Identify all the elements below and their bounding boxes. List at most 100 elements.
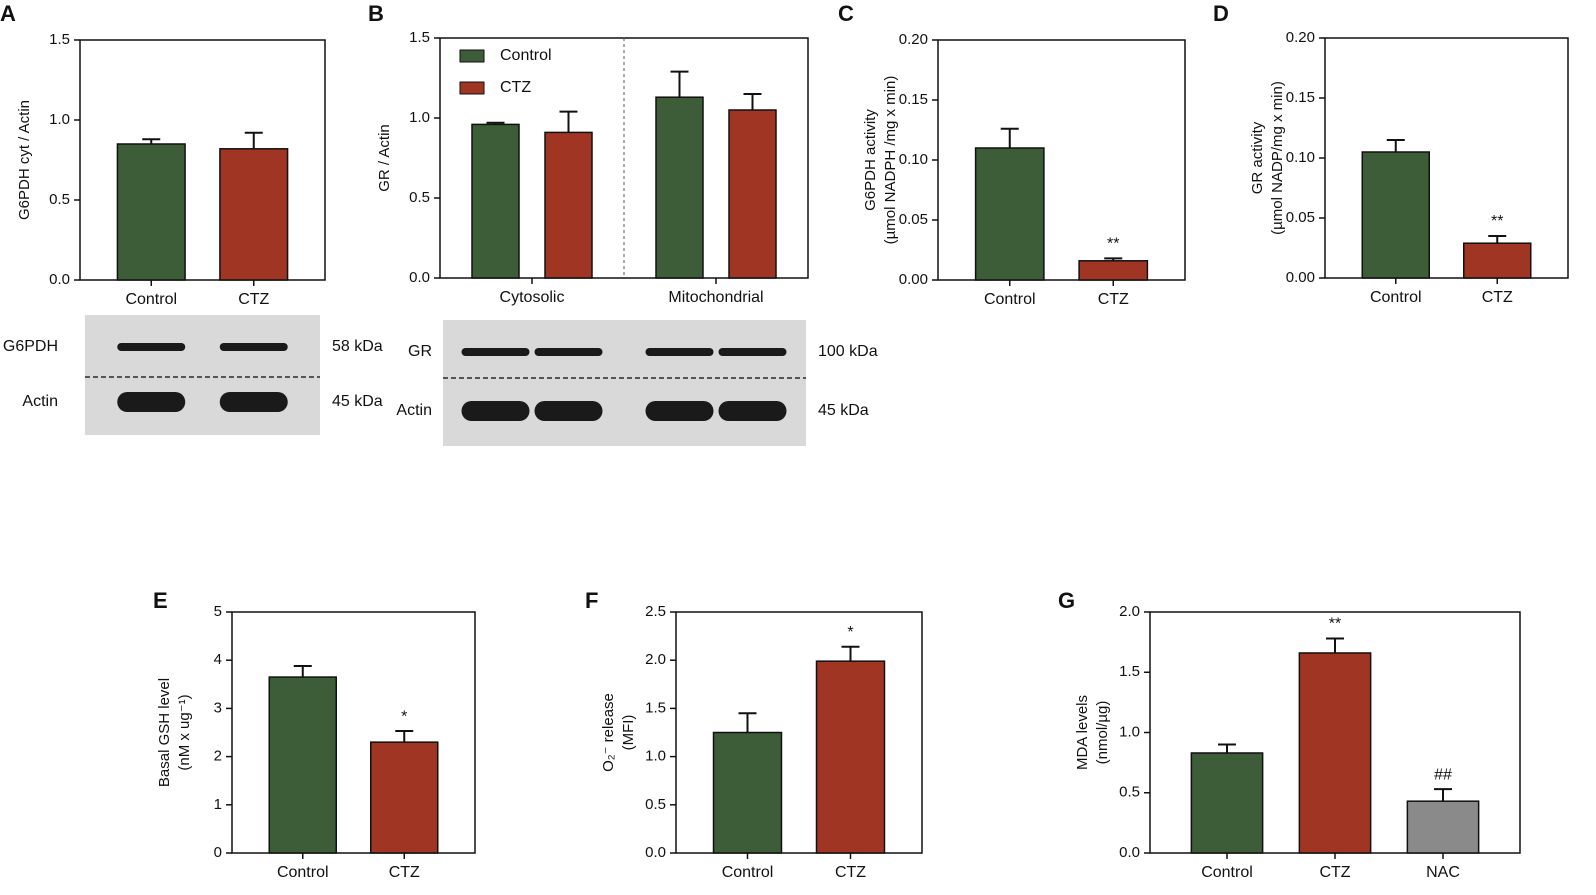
x-tick-label: Control	[984, 291, 1036, 308]
x-tick-label: Mitochondrial	[668, 289, 763, 306]
y-axis-label: MDA levels	[1074, 695, 1091, 770]
significance-label: ##	[1434, 766, 1452, 783]
panel-label: F	[585, 588, 598, 613]
y-tick-label: 3	[214, 699, 222, 716]
y-tick-label: 0.5	[645, 796, 666, 813]
y-axis-label: (µmol NADPH /mg x min)	[882, 76, 899, 245]
blot-size-label: 45 kDa	[332, 393, 383, 410]
blot-band	[219, 343, 288, 351]
significance-label: **	[1107, 236, 1119, 253]
y-tick-label: 0.5	[409, 189, 430, 206]
legend-swatch	[459, 49, 485, 63]
y-axis-label: GR / Actin	[376, 124, 393, 192]
y-tick-label: 0.05	[1286, 209, 1315, 226]
y-axis-label: (µmol NADP/mg x min)	[1269, 81, 1286, 235]
bar	[268, 676, 337, 854]
y-tick-label: 2.5	[645, 603, 666, 620]
y-tick-label: 0.0	[409, 269, 430, 286]
bar	[219, 148, 289, 281]
y-tick-label: 2.0	[1119, 603, 1140, 620]
blot-image	[85, 315, 320, 435]
y-tick-label: 2	[214, 748, 222, 765]
x-tick-label: Control	[1370, 289, 1422, 306]
y-tick-label: 1	[214, 796, 222, 813]
x-tick-label: CTZ	[835, 864, 866, 881]
blot-band	[645, 348, 714, 356]
x-tick-label: Control	[277, 864, 329, 881]
y-tick-label: 0.5	[49, 191, 70, 208]
bar	[1361, 151, 1430, 279]
blot-size-label: 100 kDa	[818, 343, 878, 360]
blot-band	[534, 401, 603, 421]
y-tick-label: 4	[214, 651, 222, 668]
bar	[370, 741, 439, 854]
y-tick-label: 0.0	[645, 844, 666, 861]
y-tick-label: 1.0	[1119, 723, 1140, 740]
y-tick-label: 0.00	[1286, 269, 1315, 286]
bar	[728, 109, 777, 279]
panel-label: E	[153, 588, 168, 613]
blot-row-label: Actin	[396, 402, 432, 419]
plot-frame	[231, 611, 476, 854]
panel-label: B	[368, 1, 384, 26]
blot-band	[117, 343, 186, 351]
y-tick-label: 2.0	[645, 651, 666, 668]
y-tick-label: 1.0	[409, 109, 430, 126]
significance-label: *	[401, 708, 407, 725]
blot-band	[461, 401, 530, 421]
y-tick-label: 1.5	[1119, 663, 1140, 680]
bar	[1078, 260, 1149, 281]
y-tick-label: 0.15	[1286, 89, 1315, 106]
x-tick-label: CTZ	[238, 291, 269, 308]
blot-band	[645, 401, 714, 421]
y-tick-label: 0.10	[899, 151, 928, 168]
y-tick-label: 1.0	[645, 748, 666, 765]
bar	[815, 660, 886, 854]
y-tick-label: 0.5	[1119, 784, 1140, 801]
y-tick-label: 0.15	[899, 91, 928, 108]
blot-band	[718, 401, 787, 421]
panel-label: G	[1058, 588, 1075, 613]
bar	[544, 131, 593, 279]
plot-frame	[1324, 37, 1569, 279]
y-tick-label: 0.05	[899, 211, 928, 228]
bar	[116, 143, 186, 281]
y-tick-label: 0.0	[49, 271, 70, 288]
bar	[471, 123, 520, 279]
y-tick-label: 1.5	[409, 29, 430, 46]
y-axis-label: O₂⁻ release	[600, 693, 617, 772]
y-tick-label: 0.00	[899, 271, 928, 288]
y-tick-label: 1.0	[49, 111, 70, 128]
bar	[655, 96, 704, 279]
blot-row-label: G6PDH	[3, 338, 58, 355]
bar	[712, 731, 783, 854]
y-tick-label: 1.5	[645, 699, 666, 716]
blot-image	[443, 320, 806, 446]
x-tick-label: CTZ	[1319, 864, 1350, 881]
y-tick-label: 0.10	[1286, 149, 1315, 166]
bar	[1190, 752, 1264, 854]
legend-label: CTZ	[500, 79, 531, 96]
blot-size-label: 45 kDa	[818, 402, 869, 419]
legend-label: Control	[500, 47, 552, 64]
panel-label: D	[1213, 1, 1229, 26]
x-tick-label: NAC	[1426, 864, 1460, 881]
y-tick-label: 0.0	[1119, 844, 1140, 861]
y-tick-label: 0	[214, 844, 222, 861]
bar	[1463, 242, 1532, 279]
bar	[974, 147, 1045, 281]
plot-frame	[79, 39, 326, 281]
x-tick-label: Control	[722, 864, 774, 881]
y-axis-label: (nM x ug⁻¹)	[176, 694, 193, 770]
y-tick-label: 0.20	[1286, 29, 1315, 46]
x-tick-label: Control	[125, 291, 177, 308]
x-tick-label: CTZ	[1482, 289, 1513, 306]
y-axis-label: Basal GSH level	[156, 678, 173, 787]
significance-label: **	[1491, 213, 1503, 230]
y-axis-label: (nmol/µg)	[1094, 701, 1111, 765]
y-tick-label: 5	[214, 603, 222, 620]
blot-band	[117, 392, 186, 412]
y-axis-label: GR activity	[1249, 121, 1266, 194]
significance-label: **	[1329, 616, 1341, 633]
